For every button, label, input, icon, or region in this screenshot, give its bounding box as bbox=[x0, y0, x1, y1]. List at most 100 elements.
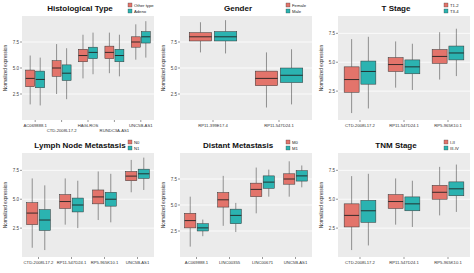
whisker-low bbox=[98, 204, 99, 220]
tick-label: 7.5 bbox=[171, 40, 178, 45]
box bbox=[60, 195, 71, 209]
panel: 2.55.07.5GenderNormalized expressionRP11… bbox=[161, 3, 312, 128]
panel: 2.55.07.5Lymph Node MetastasisNormalized… bbox=[3, 140, 154, 265]
median bbox=[60, 201, 71, 202]
tick bbox=[20, 228, 22, 229]
box bbox=[280, 68, 302, 83]
category-label: RP11-399E17.4 bbox=[198, 123, 228, 128]
whisker-low bbox=[439, 199, 440, 215]
tick bbox=[178, 94, 180, 95]
box bbox=[432, 50, 447, 64]
median bbox=[131, 42, 140, 43]
whisker-low bbox=[82, 62, 83, 79]
median bbox=[284, 179, 295, 180]
median bbox=[197, 227, 208, 228]
whisker-low bbox=[44, 230, 45, 250]
tick-label: 5.0 bbox=[13, 197, 20, 202]
plot-background bbox=[22, 16, 154, 120]
median bbox=[105, 52, 114, 53]
box bbox=[115, 49, 124, 61]
legend-label: Female bbox=[292, 3, 307, 8]
legend-key bbox=[128, 9, 132, 13]
box bbox=[89, 47, 98, 58]
x-tick bbox=[104, 257, 105, 259]
title: T Stage bbox=[382, 4, 411, 13]
whisker-high bbox=[368, 37, 369, 61]
box bbox=[197, 224, 208, 231]
whisker-high bbox=[439, 32, 440, 49]
median bbox=[105, 199, 116, 200]
whisker-low bbox=[412, 74, 413, 90]
box bbox=[78, 49, 87, 61]
whisker-high bbox=[223, 176, 224, 193]
box bbox=[218, 193, 229, 208]
whisker-low bbox=[268, 188, 269, 196]
box bbox=[296, 171, 307, 181]
legend-key bbox=[286, 146, 290, 150]
grid-line bbox=[180, 205, 312, 206]
tick bbox=[20, 94, 22, 95]
whisker-high bbox=[145, 21, 146, 31]
whisker-high bbox=[77, 181, 78, 198]
title: TNM Stage bbox=[375, 141, 417, 150]
tick bbox=[178, 42, 180, 43]
title: Gender bbox=[224, 4, 252, 13]
tick-label: 7.5 bbox=[329, 168, 336, 173]
box bbox=[105, 46, 114, 58]
whisker-high bbox=[291, 49, 292, 68]
median bbox=[27, 213, 38, 214]
legend-key bbox=[444, 146, 448, 150]
legend-key bbox=[444, 9, 448, 13]
box bbox=[432, 185, 447, 199]
median bbox=[126, 176, 137, 177]
marks bbox=[344, 165, 464, 251]
legend-label: I-II bbox=[450, 140, 455, 145]
box bbox=[449, 182, 464, 196]
legend-label: Male bbox=[292, 9, 302, 14]
box bbox=[344, 204, 359, 227]
box bbox=[284, 174, 295, 184]
whisker-high bbox=[66, 48, 67, 65]
median bbox=[388, 64, 403, 65]
whisker-low bbox=[131, 181, 132, 193]
median bbox=[214, 36, 236, 37]
whisker-high bbox=[268, 170, 269, 176]
plot-background bbox=[180, 16, 312, 120]
grid-line bbox=[338, 228, 470, 229]
median bbox=[361, 71, 376, 72]
tick bbox=[178, 205, 180, 206]
x-tick bbox=[404, 257, 405, 259]
median bbox=[26, 78, 35, 79]
whisker-high bbox=[395, 41, 396, 57]
median bbox=[432, 56, 447, 57]
median bbox=[296, 175, 307, 176]
box bbox=[189, 33, 211, 41]
tick bbox=[336, 199, 338, 200]
tick bbox=[178, 68, 180, 69]
legend-label: M0 bbox=[292, 140, 298, 145]
box bbox=[27, 203, 38, 225]
tick-label: 5.0 bbox=[171, 203, 178, 208]
whisker-low bbox=[200, 41, 201, 52]
whisker-high bbox=[235, 203, 236, 209]
title: Lymph Node Metastasis bbox=[34, 141, 126, 150]
box bbox=[263, 176, 274, 188]
whisker-low bbox=[202, 231, 203, 236]
whisker-low bbox=[40, 88, 41, 106]
x-tick bbox=[114, 120, 115, 122]
grid-line bbox=[338, 33, 470, 34]
whisker-low bbox=[135, 47, 136, 59]
whisker-high bbox=[131, 160, 132, 172]
box bbox=[138, 169, 149, 178]
median bbox=[388, 201, 403, 202]
legend-label: T1-2 bbox=[450, 3, 459, 8]
median bbox=[280, 75, 302, 76]
tick-label: 5.0 bbox=[13, 66, 20, 71]
whisker-low bbox=[93, 59, 94, 75]
box bbox=[388, 195, 403, 209]
whisker-low bbox=[395, 71, 396, 87]
plot-background bbox=[22, 153, 154, 257]
whisker-low bbox=[266, 86, 267, 108]
category-label: AC069888.1 bbox=[185, 260, 209, 265]
legend-key bbox=[444, 140, 448, 144]
